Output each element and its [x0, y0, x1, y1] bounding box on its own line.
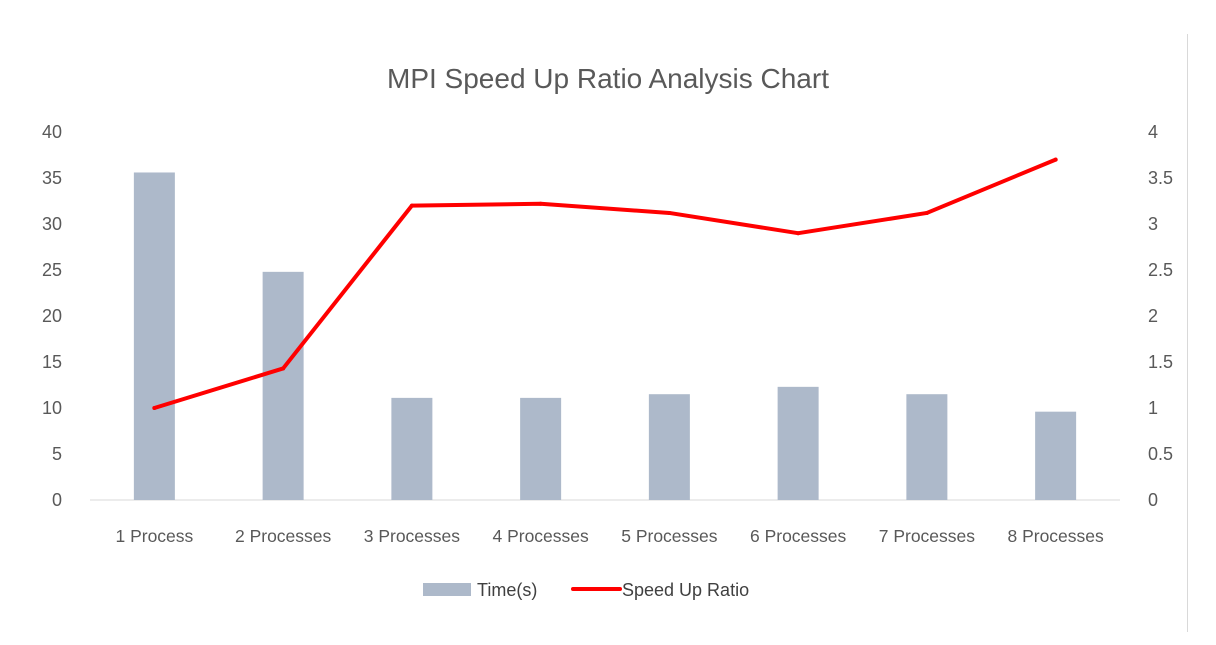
right-tick-label: 2.5 [1148, 260, 1173, 280]
category-label: 3 Processes [364, 526, 461, 546]
left-tick-label: 40 [42, 122, 62, 142]
right-tick-label: 0 [1148, 490, 1158, 510]
category-labels: 1 Process 2 Processes 3 Processes 4 Process… [115, 526, 1104, 546]
bar-time-6 [777, 386, 819, 500]
right-tick-label: 4 [1148, 122, 1158, 142]
bar-time-2 [262, 271, 304, 500]
panel-edge-divider [1187, 34, 1188, 632]
legend-swatch-time [423, 583, 471, 596]
left-tick-label: 0 [52, 490, 62, 510]
category-label: 6 Processes [750, 526, 847, 546]
left-tick-label: 10 [42, 398, 62, 418]
category-label: 2 Processes [235, 526, 332, 546]
left-tick-label: 30 [42, 214, 62, 234]
category-label: 8 Processes [1007, 526, 1104, 546]
left-tick-label: 35 [42, 168, 62, 188]
bar-time-5 [648, 394, 690, 500]
speedup-point-4 [538, 201, 543, 206]
speedup-point-3 [409, 203, 414, 208]
line-series [152, 157, 1058, 410]
bar-series [133, 172, 1077, 501]
speedup-point-6 [796, 231, 801, 236]
left-tick-label: 20 [42, 306, 62, 326]
speedup-point-1 [152, 406, 157, 410]
category-label: 5 Processes [621, 526, 718, 546]
category-label: 7 Processes [879, 526, 976, 546]
right-tick-label: 3.5 [1148, 168, 1173, 188]
legend-label-speedup: Speed Up Ratio [622, 580, 749, 600]
legend: Time(s) Speed Up Ratio [423, 580, 749, 600]
right-tick-label: 3 [1148, 214, 1158, 234]
right-tick-label: 1.5 [1148, 352, 1173, 372]
right-tick-label: 2 [1148, 306, 1158, 326]
speedup-point-2 [281, 366, 286, 371]
speedup-line [152, 157, 1058, 410]
left-tick-label: 5 [52, 444, 62, 464]
speedup-point-7 [924, 210, 929, 215]
legend-label-time: Time(s) [477, 580, 537, 600]
right-tick-label: 1 [1148, 398, 1158, 418]
bar-time-3 [391, 397, 433, 500]
bar-time-1 [133, 172, 175, 501]
speedup-point-8 [1053, 157, 1058, 162]
bar-time-4 [520, 397, 562, 500]
bar-time-8 [1035, 411, 1077, 500]
speedup-point-5 [667, 210, 672, 215]
left-tick-label: 25 [42, 260, 62, 280]
left-axis-ticks: 0 5 10 15 20 25 30 35 40 [42, 122, 62, 510]
chart-title: MPI Speed Up Ratio Analysis Chart [387, 63, 829, 94]
category-label: 1 Process [115, 526, 193, 546]
right-tick-label: 0.5 [1148, 444, 1173, 464]
category-label: 4 Processes [492, 526, 589, 546]
bar-time-7 [906, 394, 948, 500]
right-axis-ticks: 0 0.5 1 1.5 2 2.5 3 3.5 4 [1148, 122, 1173, 510]
left-tick-label: 15 [42, 352, 62, 372]
